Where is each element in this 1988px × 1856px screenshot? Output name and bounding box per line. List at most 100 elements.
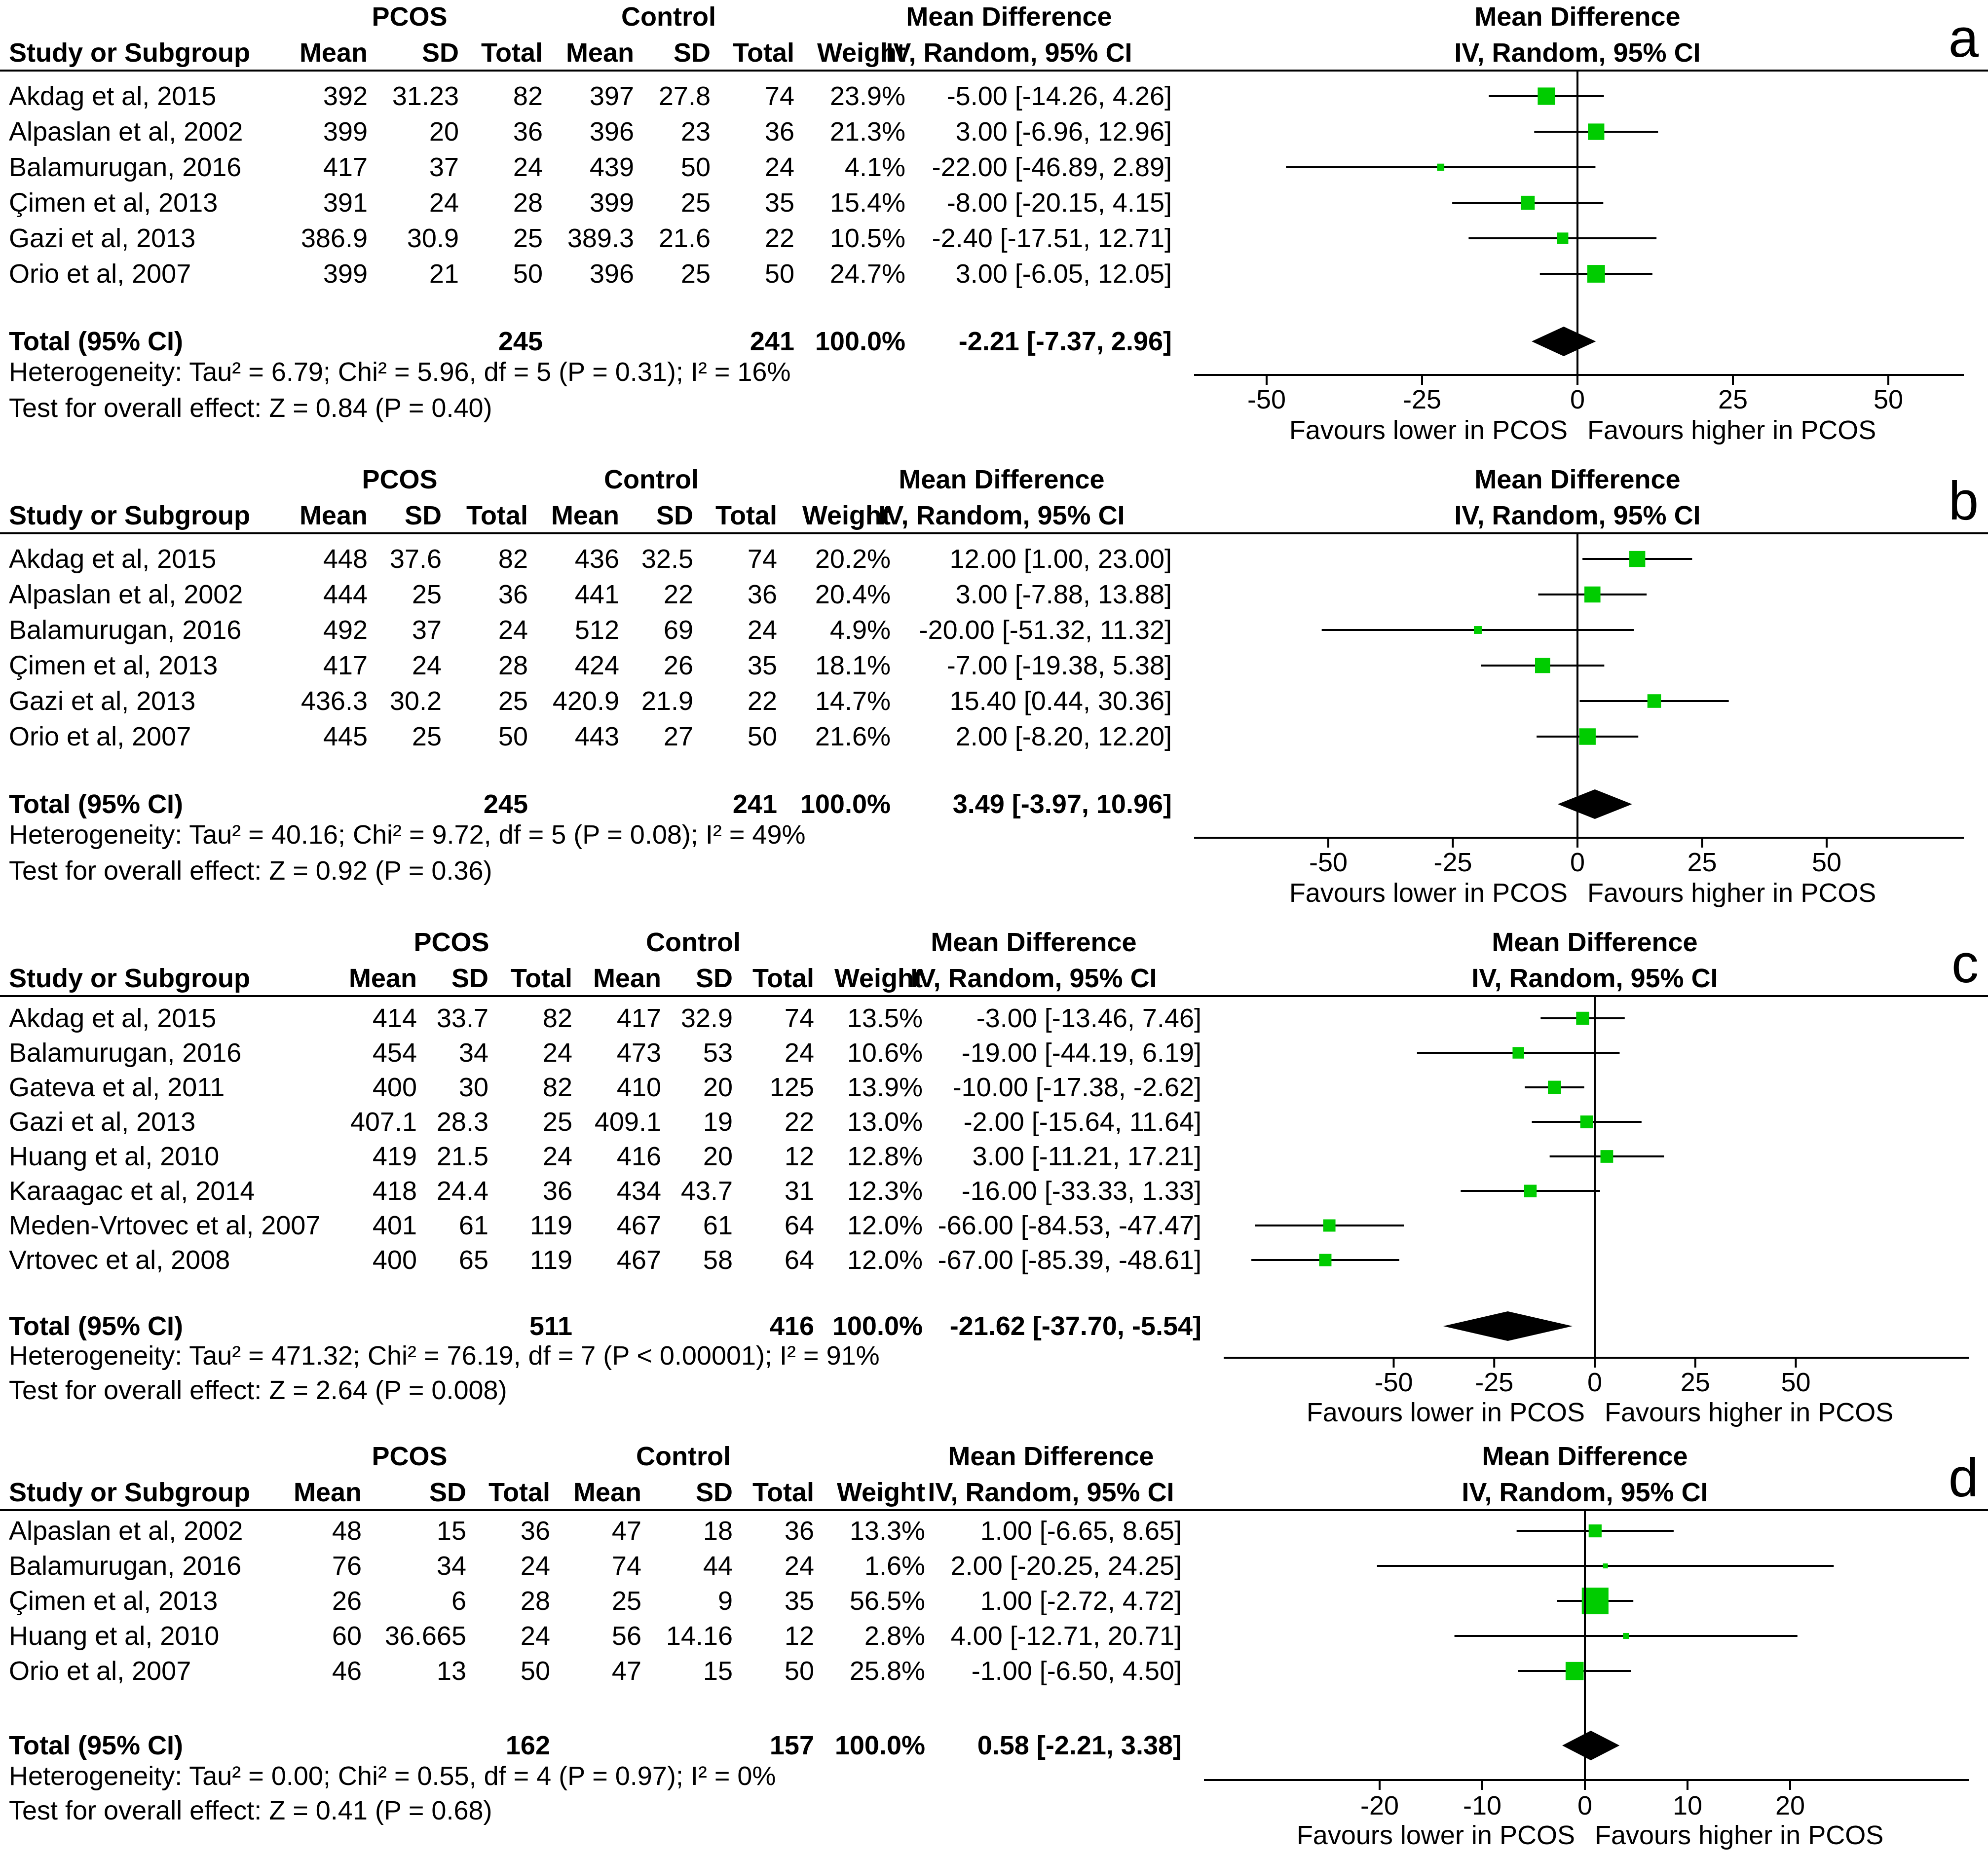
- study-effect-ci: 15.40 [0.44, 30.36]: [950, 686, 1172, 716]
- total1-column-header: Total: [481, 38, 543, 68]
- pcos-mean: 414: [373, 1003, 417, 1033]
- pcos-total: 25: [543, 1107, 572, 1137]
- control-sd: 50: [681, 152, 711, 182]
- study-weight: 12.8%: [847, 1142, 923, 1171]
- weight-column-header: Weight: [802, 501, 891, 530]
- pcos-sd: 24.4: [437, 1176, 488, 1206]
- study-name: Balamurugan, 2016: [9, 1551, 241, 1581]
- favours-right-label: Favours higher in PCOS: [1587, 878, 1876, 908]
- study-weight: 23.9%: [830, 81, 905, 111]
- study-effect-ci: 3.00 [-11.21, 17.21]: [973, 1142, 1201, 1171]
- control-sd: 14.16: [666, 1621, 733, 1651]
- control-total: 36: [785, 1516, 814, 1546]
- control-sd: 27: [664, 722, 693, 751]
- favours-right-label: Favours higher in PCOS: [1595, 1820, 1883, 1850]
- pcos-sd: 6: [451, 1586, 466, 1616]
- pcos-sd: 65: [459, 1245, 488, 1275]
- study-name: Çimen et al, 2013: [9, 651, 218, 680]
- heterogeneity-text: Heterogeneity: Tau² = 40.16; Chi² = 9.72…: [9, 820, 806, 850]
- study-weight: 2.8%: [864, 1621, 925, 1651]
- overall-effect-text: Test for overall effect: Z = 0.92 (P = 0…: [9, 856, 492, 886]
- x-axis-tick-label: -25: [1403, 385, 1441, 414]
- pcos-sd: 30.9: [407, 223, 459, 253]
- pooled-diamond: [1443, 1311, 1573, 1341]
- study-weight: 20.2%: [815, 544, 891, 574]
- control-total: 12: [785, 1621, 814, 1651]
- weight-column-header: Weight: [817, 38, 905, 68]
- control-total: 35: [765, 188, 794, 218]
- control-mean: 467: [617, 1211, 661, 1240]
- total-control-n: 241: [733, 789, 777, 819]
- pcos-total: 28: [521, 1586, 550, 1616]
- x-axis-tick-label: 25: [1687, 848, 1717, 877]
- study-name: Karaagac et al, 2014: [9, 1176, 255, 1206]
- control-total: 74: [785, 1003, 814, 1033]
- panel-label: a: [1949, 8, 1979, 69]
- control-total: 12: [785, 1142, 814, 1171]
- study-column-header: Study or Subgroup: [9, 964, 250, 993]
- study-name: Huang et al, 2010: [9, 1621, 219, 1651]
- pcos-mean: 444: [323, 580, 368, 609]
- study-point-estimate: [1521, 195, 1535, 210]
- method-column-header: IV, Random, 95% CI: [886, 38, 1132, 68]
- control-mean: 443: [575, 722, 619, 751]
- pcos-mean: 436.3: [301, 686, 368, 716]
- panel-label: d: [1949, 1448, 1979, 1508]
- control-mean: 47: [612, 1516, 641, 1546]
- pcos-sd: 34: [459, 1038, 488, 1068]
- pcos-sd: 24: [412, 651, 442, 680]
- pcos-total: 24: [498, 615, 528, 645]
- method-column-header: IV, Random, 95% CI: [878, 501, 1125, 530]
- control-mean: 473: [617, 1038, 661, 1068]
- study-effect-ci: -20.00 [-51.32, 11.32]: [919, 615, 1172, 645]
- study-point-estimate: [1565, 1662, 1584, 1680]
- study-column-header: Study or Subgroup: [9, 1478, 250, 1507]
- control-sd: 69: [664, 615, 693, 645]
- x-axis-tick-label: 25: [1718, 385, 1748, 414]
- study-weight: 13.5%: [847, 1003, 923, 1033]
- panel-label: b: [1949, 471, 1979, 531]
- mean1-column-header: Mean: [300, 38, 368, 68]
- study-weight: 10.5%: [830, 223, 905, 253]
- pcos-total: 24: [543, 1038, 572, 1068]
- study-name: Huang et al, 2010: [9, 1142, 219, 1171]
- study-point-estimate: [1588, 1524, 1602, 1538]
- overall-effect-text: Test for overall effect: Z = 0.41 (P = 0…: [9, 1796, 492, 1825]
- pcos-mean: 400: [373, 1245, 417, 1275]
- pcos-sd: 21: [429, 259, 459, 289]
- study-point-estimate: [1587, 265, 1605, 283]
- group1-header: PCOS: [372, 2, 447, 32]
- control-sd: 9: [718, 1586, 733, 1616]
- total-label: Total (95% CI): [9, 789, 183, 819]
- heterogeneity-text: Heterogeneity: Tau² = 471.32; Chi² = 76.…: [9, 1341, 880, 1371]
- pcos-total: 82: [543, 1003, 572, 1033]
- study-weight: 18.1%: [815, 651, 891, 680]
- total-effect-ci: -21.62 [-37.70, -5.54]: [950, 1311, 1201, 1341]
- pcos-sd: 30: [459, 1073, 488, 1102]
- pcos-mean: 391: [323, 188, 368, 218]
- study-effect-ci: -7.00 [-19.38, 5.38]: [947, 651, 1172, 680]
- pcos-sd: 13: [437, 1656, 466, 1686]
- control-sd: 43.7: [681, 1176, 733, 1206]
- control-mean: 441: [575, 580, 619, 609]
- control-sd: 58: [703, 1245, 733, 1275]
- group2-header: Control: [621, 2, 716, 32]
- total-weight: 100.0%: [832, 1311, 923, 1341]
- study-weight: 13.0%: [847, 1107, 923, 1137]
- pcos-total: 24: [543, 1142, 572, 1171]
- weight-column-header: Weight: [834, 964, 923, 993]
- study-name: Balamurugan, 2016: [9, 152, 241, 182]
- favours-left-label: Favours lower in PCOS: [1289, 415, 1568, 445]
- study-name: Gazi et al, 2013: [9, 223, 195, 253]
- x-axis-tick-label: 0: [1570, 385, 1585, 414]
- study-point-estimate: [1557, 232, 1569, 244]
- control-sd: 53: [703, 1038, 733, 1068]
- study-name: Orio et al, 2007: [9, 722, 191, 751]
- pcos-mean: 46: [332, 1656, 362, 1686]
- study-name: Akdag et al, 2015: [9, 81, 216, 111]
- pcos-total: 28: [498, 651, 528, 680]
- x-axis-tick-label: 50: [1781, 1368, 1810, 1397]
- control-mean: 74: [612, 1551, 641, 1581]
- x-axis-tick-label: 10: [1673, 1791, 1702, 1820]
- total-label: Total (95% CI): [9, 1311, 183, 1341]
